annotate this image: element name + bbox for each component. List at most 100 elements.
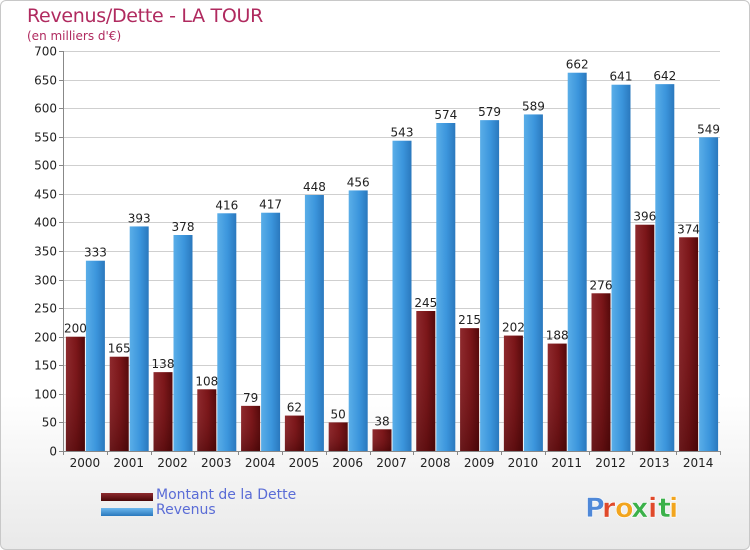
bar-dette-shade: [679, 237, 699, 451]
data-label-dette: 108: [195, 374, 218, 388]
bar-dette-shade: [284, 415, 304, 451]
bar-dette-shade: [197, 389, 217, 451]
y-tick-label: 150: [34, 359, 57, 373]
x-tick-label: 2009: [464, 456, 495, 470]
y-tick-label: 650: [34, 74, 57, 88]
data-label-revenus: 662: [566, 58, 589, 72]
data-label-dette: 200: [64, 322, 87, 336]
x-tick-label: 2001: [113, 456, 144, 470]
y-tick-label: 300: [34, 274, 57, 288]
data-label-dette: 202: [502, 321, 525, 335]
x-tick-label: 2007: [376, 456, 407, 470]
x-tick-label: 2000: [70, 456, 101, 470]
bar-dette-shade: [547, 343, 567, 451]
x-tick-label: 2011: [551, 456, 582, 470]
bar-revenus: [392, 140, 412, 451]
data-label-revenus: 642: [653, 69, 676, 83]
axis-layer: 0501001502002503003504004505005506006507…: [34, 45, 721, 470]
proxiti-logo: Pr ox i ti: [585, 493, 679, 525]
logo-letter: i: [648, 493, 657, 524]
legend-swatch-revenus: [101, 508, 153, 516]
y-tick-label: 550: [34, 131, 57, 145]
chart-title: Revenus/Dette - LA TOUR: [27, 5, 264, 27]
legend-swatch-dette: [101, 493, 153, 501]
data-label-dette: 245: [414, 296, 437, 310]
y-tick-label: 0: [49, 445, 57, 459]
data-label-revenus: 549: [697, 122, 720, 136]
x-tick-label: 2002: [157, 456, 188, 470]
bar-revenus: [304, 195, 324, 451]
logo-letter: x: [631, 493, 648, 524]
data-label-revenus: 393: [128, 211, 151, 225]
data-label-dette: 165: [108, 342, 131, 356]
data-label-dette: 396: [633, 210, 656, 224]
bar-revenus: [129, 226, 149, 451]
bar-revenus: [85, 260, 105, 451]
bar-revenus: [261, 212, 281, 451]
data-label-revenus: 641: [610, 70, 633, 84]
data-label-dette: 276: [590, 278, 613, 292]
data-label-dette: 138: [152, 357, 175, 371]
y-tick-label: 200: [34, 331, 57, 345]
y-tick-label: 600: [34, 102, 57, 116]
data-label-revenus: 333: [84, 246, 107, 260]
data-label-revenus: 417: [259, 198, 282, 212]
y-tick-label: 250: [34, 302, 57, 316]
x-tick-label: 2006: [332, 456, 363, 470]
bar-dette-shade: [416, 311, 436, 451]
data-label-dette: 79: [243, 391, 258, 405]
x-tick-label: 2014: [683, 456, 714, 470]
data-label-revenus: 543: [391, 126, 414, 140]
bar-dette-shade: [591, 293, 611, 451]
y-tick-label: 400: [34, 216, 57, 230]
data-label-dette: 38: [374, 414, 389, 428]
logo-letter: P: [585, 493, 605, 524]
bar-revenus: [436, 123, 456, 451]
bar-dette-shade: [65, 336, 85, 451]
data-label-revenus: 579: [478, 105, 501, 119]
bar-revenus: [348, 190, 368, 451]
legend-label-dette: Montant de la Dette: [156, 487, 297, 503]
bar-dette-shade: [328, 422, 348, 451]
y-tick-label: 50: [42, 416, 57, 430]
bar-revenus: [611, 84, 631, 451]
data-label-revenus: 448: [303, 180, 326, 194]
data-label-dette: 188: [546, 329, 569, 343]
y-tick-label: 100: [34, 388, 57, 402]
x-tick-label: 2008: [420, 456, 451, 470]
x-tick-label: 2010: [508, 456, 539, 470]
x-tick-label: 2003: [201, 456, 232, 470]
legend-label-revenus: Revenus: [156, 502, 216, 518]
x-tick-label: 2013: [639, 456, 670, 470]
y-tick-label: 700: [34, 45, 57, 59]
x-tick-label: 2005: [289, 456, 320, 470]
bar-dette-shade: [635, 224, 655, 451]
logo-letter: o: [615, 493, 634, 524]
value-labels-layer: 200 333 165 393 138 378 108 416 79 417 62 448 50 456 3…: [64, 58, 720, 429]
bar-dette-shade: [153, 372, 173, 451]
data-label-dette: 215: [458, 313, 481, 327]
bar-dette-shade: [241, 405, 261, 451]
y-tick-label: 350: [34, 245, 57, 259]
data-label-revenus: 378: [172, 220, 195, 234]
bar-revenus: [480, 120, 500, 452]
bar-revenus: [173, 235, 193, 451]
y-tick-label: 500: [34, 159, 57, 173]
data-label-revenus: 416: [215, 198, 238, 212]
logo-letter: r: [602, 493, 616, 524]
bar-revenus: [523, 114, 543, 451]
bar-dette-shade: [372, 429, 392, 451]
bar-dette-shade: [460, 328, 480, 451]
x-tick-label: 2012: [595, 456, 626, 470]
bar-revenus: [655, 84, 675, 452]
data-label-revenus: 574: [434, 108, 457, 122]
data-label-revenus: 456: [347, 175, 370, 189]
bar-revenus: [217, 213, 237, 451]
data-label-revenus: 589: [522, 99, 545, 113]
data-label-dette: 374: [677, 222, 700, 236]
x-tick-label: 2004: [245, 456, 276, 470]
bar-dette-shade: [503, 335, 523, 451]
bars-layer: [65, 72, 719, 452]
